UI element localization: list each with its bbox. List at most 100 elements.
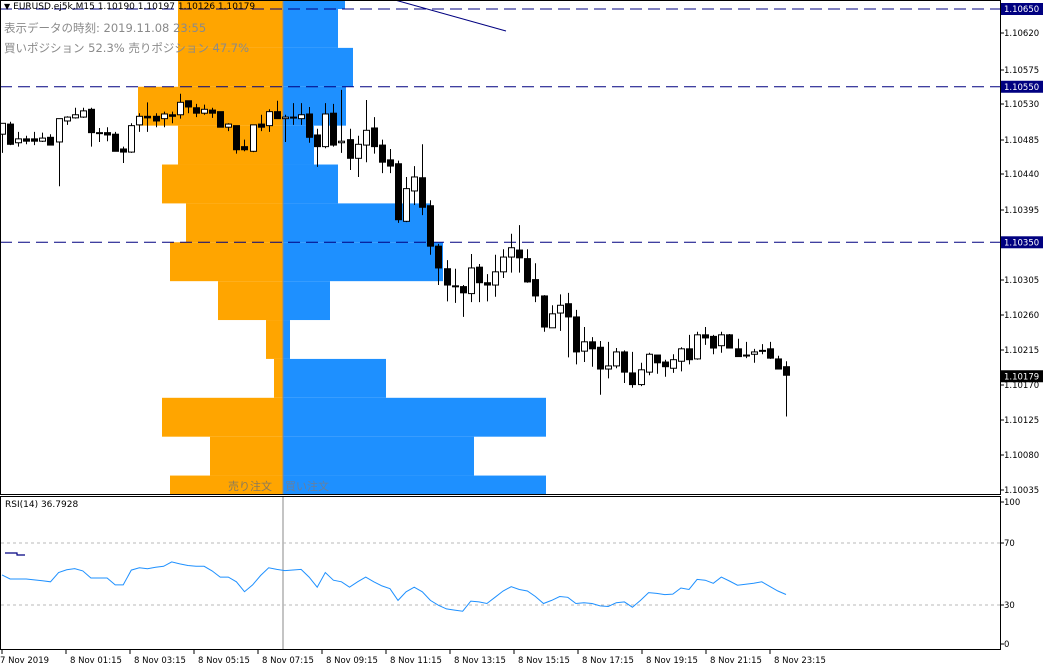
price-tick-label: 1.10530 xyxy=(1004,100,1039,110)
candle xyxy=(702,327,709,345)
candle xyxy=(0,122,6,153)
candle-body xyxy=(702,334,709,339)
candle-body xyxy=(751,351,758,355)
candle-body xyxy=(775,358,782,370)
time-tick-label: 8 Nov 03:15 xyxy=(134,656,186,666)
buy-order-bar xyxy=(283,475,546,494)
candle-body xyxy=(524,258,531,283)
price-tick-label: 1.10620 xyxy=(1004,29,1039,39)
candle-body xyxy=(500,256,507,273)
price-tick-label: 1.10260 xyxy=(1004,311,1039,321)
candle-body xyxy=(330,112,337,146)
candle xyxy=(298,103,305,125)
candle-body xyxy=(597,346,604,370)
sell-order-bar xyxy=(186,203,283,243)
candle-body xyxy=(427,205,434,247)
candle-body xyxy=(694,334,701,360)
candle xyxy=(573,309,580,365)
candle-body xyxy=(112,133,119,152)
collapse-triangle-icon[interactable]: ▼ xyxy=(4,2,11,11)
candle xyxy=(670,354,677,373)
candle xyxy=(783,361,790,417)
price-tick-label: 1.10080 xyxy=(1004,451,1039,461)
sell-order-bar xyxy=(266,320,283,359)
candle-body xyxy=(670,359,677,369)
candle-body xyxy=(484,282,491,286)
rsi-tick-label: 30 xyxy=(1004,601,1015,611)
candle-body xyxy=(144,115,151,119)
sell-order-bar xyxy=(274,358,283,398)
sell-order-bar xyxy=(178,0,283,9)
current-price-label: 1.10179 xyxy=(1004,372,1039,382)
candle xyxy=(541,295,548,332)
candle xyxy=(638,362,645,387)
candle xyxy=(379,139,386,174)
candle-body xyxy=(581,341,588,352)
main-plot-frame xyxy=(0,0,1001,495)
candle-body xyxy=(726,334,733,349)
candle xyxy=(7,121,14,146)
buy-order-bar xyxy=(283,47,353,87)
candle-body xyxy=(492,271,499,286)
candle xyxy=(735,338,742,358)
candle-body xyxy=(290,116,297,119)
candle xyxy=(508,233,515,273)
symbol-header: ▼ EURUSD.ej5k,M15 1.10190 1.10197 1.10126… xyxy=(4,2,255,12)
candle-body xyxy=(193,107,200,114)
candle-body xyxy=(460,286,467,294)
rsi-marker xyxy=(5,552,25,556)
candle-body xyxy=(783,366,790,376)
price-tick-label: 1.10305 xyxy=(1004,276,1039,286)
price-tick-label: 1.10395 xyxy=(1004,206,1039,216)
sell-order-bar xyxy=(162,164,283,204)
candle xyxy=(710,334,717,355)
time-tick-label: 8 Nov 15:15 xyxy=(518,656,570,666)
price-tick-label: 1.10485 xyxy=(1004,136,1039,146)
candle xyxy=(177,93,184,119)
candle-body xyxy=(646,353,653,373)
time-tick-label: 8 Nov 21:15 xyxy=(710,656,762,666)
price-tick-label: 1.10440 xyxy=(1004,170,1039,180)
buy-order-bar xyxy=(283,242,443,282)
trend-line[interactable] xyxy=(394,0,507,32)
candle-body xyxy=(541,295,548,328)
level-price-tag xyxy=(1001,80,1043,93)
candle xyxy=(557,294,564,331)
candle xyxy=(282,114,289,142)
sell-order-bar xyxy=(138,86,283,126)
candle-body xyxy=(169,114,176,117)
time-tick-label: 8 Nov 01:15 xyxy=(70,656,122,666)
candles xyxy=(0,89,790,417)
candle-body xyxy=(31,138,38,142)
symbol-ohlc: EURUSD.ej5k,M15 1.10190 1.10197 1.10126 … xyxy=(13,2,256,12)
time-tick-label: 7 Nov 2019 xyxy=(0,656,49,666)
candle xyxy=(185,100,192,114)
rsi-tick-label: 100 xyxy=(1004,498,1020,508)
candle xyxy=(427,200,434,255)
time-tick-label: 8 Nov 19:15 xyxy=(646,656,698,666)
candle xyxy=(169,111,176,124)
candle xyxy=(395,160,402,223)
candle xyxy=(726,334,733,349)
candle-body xyxy=(735,348,742,358)
candle xyxy=(371,117,378,154)
buy-order-bar xyxy=(283,164,338,204)
candle xyxy=(492,254,499,297)
time-tick-label: 8 Nov 17:15 xyxy=(582,656,634,666)
candle-body xyxy=(435,245,442,269)
candle xyxy=(484,274,491,302)
buy-order-bar xyxy=(283,397,546,437)
candle xyxy=(96,127,103,142)
candle-body xyxy=(128,125,135,153)
candle xyxy=(258,114,265,132)
candle-body xyxy=(589,341,596,350)
candle-body xyxy=(241,146,248,151)
candle xyxy=(233,125,240,154)
candle-body xyxy=(88,108,95,134)
candle-body xyxy=(468,267,475,295)
rsi-panel xyxy=(1,497,1000,650)
time-tick-label: 8 Nov 13:15 xyxy=(454,656,506,666)
level-price-label: 1.10650 xyxy=(1004,5,1039,15)
